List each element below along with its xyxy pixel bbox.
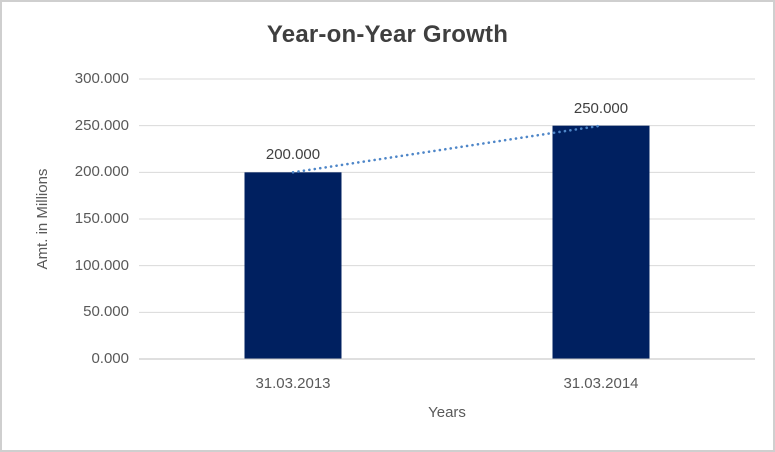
y-tick-label: 50.000: [83, 303, 129, 321]
chart-title: Year-on-Year Growth: [266, 21, 509, 48]
data-label: 200.000: [265, 146, 321, 164]
trendline: [291, 124, 603, 174]
y-tick-label: 300.000: [74, 70, 129, 87]
x-axis-title: Years: [428, 404, 466, 421]
y-tick-label: 100.000: [74, 256, 129, 274]
bar-31.03.2014: [552, 125, 650, 360]
y-tick-label: 150.000: [74, 210, 129, 227]
y-tick-label: 200.000: [74, 163, 129, 181]
y-tick-label: 0.000: [91, 350, 129, 367]
x-tick-label: 31.03.2013: [255, 375, 331, 392]
bar-31.03.2013: [244, 172, 342, 359]
y-tick-label: 250.000: [74, 116, 129, 134]
data-label: 250.000: [573, 99, 629, 117]
y-axis-title: Amt. in Millions: [34, 168, 51, 270]
x-tick-label: 31.03.2014: [563, 375, 639, 392]
